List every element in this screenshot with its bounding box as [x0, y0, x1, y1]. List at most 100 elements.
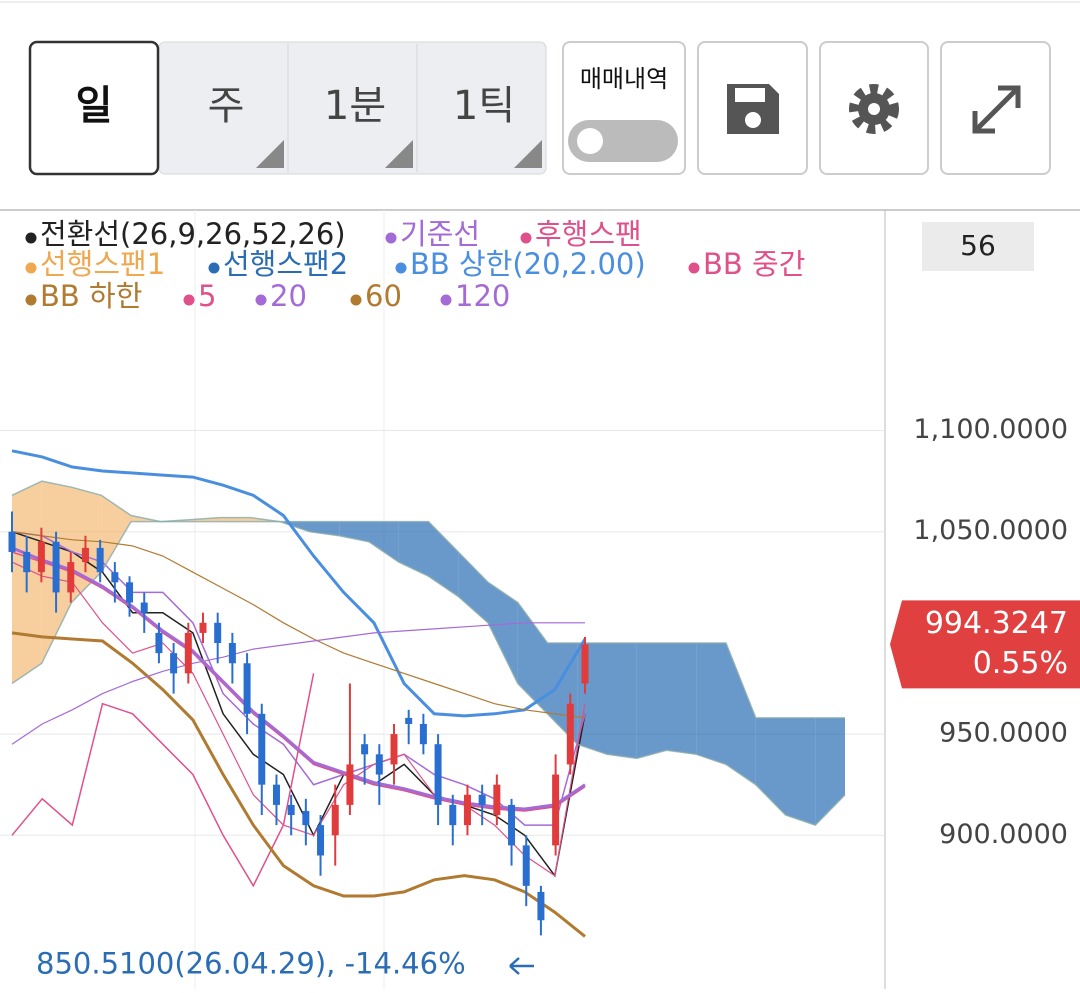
candle-body	[581, 644, 589, 684]
legend-dot	[385, 232, 397, 244]
candle-body	[67, 562, 75, 593]
trade-history-toggle[interactable]: 매매내역	[562, 41, 686, 175]
legend-label: 120	[455, 279, 510, 313]
legend-dot	[350, 294, 362, 306]
candle-body	[390, 734, 398, 765]
legend-dot	[688, 262, 700, 274]
change-label: 0.55%	[973, 646, 1068, 681]
candle-body	[361, 744, 369, 755]
cloud	[428, 521, 459, 597]
cloud	[666, 643, 697, 755]
indicator-line	[11, 546, 586, 811]
y-tick-label: 900.0000	[939, 819, 1068, 850]
candle-body	[126, 582, 134, 603]
legend-dot	[25, 294, 37, 306]
legend-label: BB 하한	[40, 279, 142, 313]
cloud	[220, 517, 250, 522]
cloud	[458, 551, 488, 623]
indicator-line	[11, 530, 586, 878]
cloud	[636, 643, 667, 759]
legend-dot	[208, 262, 220, 274]
candle-body	[522, 845, 530, 886]
candle-body	[552, 774, 560, 846]
legend-label: BB 중간	[703, 247, 805, 281]
candle-body	[493, 784, 501, 816]
period-button[interactable]	[28, 40, 160, 176]
settings-button[interactable]	[819, 41, 929, 175]
indicator-line	[11, 551, 586, 812]
period-label[interactable]: 일	[76, 83, 113, 129]
indicator-line	[11, 622, 585, 745]
legend-dot	[25, 262, 37, 274]
expand-icon	[972, 85, 1021, 134]
save-icon-part	[745, 112, 761, 128]
cloud	[755, 717, 786, 816]
candle-body	[214, 622, 222, 644]
indicator-line	[11, 530, 586, 826]
candle-body	[331, 804, 339, 836]
legend-label: 후행스팬	[535, 217, 642, 251]
candle-body	[375, 754, 383, 775]
gear-hole	[868, 103, 880, 115]
cloud	[607, 643, 637, 759]
legend-label: 60	[365, 279, 402, 313]
dropdown-corner	[385, 140, 413, 168]
legend-dot	[520, 232, 532, 244]
candle-body	[478, 794, 486, 805]
candle-body	[508, 804, 516, 846]
save-button[interactable]	[697, 41, 808, 175]
legend-dot	[183, 294, 195, 306]
candle-body	[8, 531, 16, 552]
cloud	[398, 521, 429, 577]
legend-dot	[395, 262, 407, 274]
min-arrow	[509, 957, 534, 975]
candle-body	[566, 703, 574, 765]
count-label: 56	[960, 229, 996, 262]
plot: 1,100.0000 1,050.0000 950.0000 900.0000 전환선(…	[0, 217, 1080, 980]
candle-body	[23, 551, 31, 573]
candle-body	[81, 547, 89, 563]
candle-body	[346, 764, 354, 805]
cloud	[696, 643, 726, 765]
indicator-line	[11, 673, 315, 888]
legend-dot	[440, 294, 452, 306]
candle-body	[243, 663, 251, 714]
cloud	[815, 717, 845, 826]
period-group: 일 주 1분 1틱	[28, 40, 547, 176]
y-tick-label: 950.0000	[939, 718, 1068, 749]
cloud	[517, 602, 548, 714]
cloud	[726, 643, 756, 785]
candle-body	[302, 810, 310, 826]
legend-label: 기준선	[400, 217, 480, 251]
candle-body	[258, 713, 266, 785]
expand-button[interactable]	[940, 41, 1051, 175]
candle-body	[111, 572, 119, 583]
period-label[interactable]: 1틱	[453, 83, 515, 129]
indicator-line	[11, 561, 586, 877]
gear-teeth	[849, 84, 899, 134]
count-box	[922, 222, 1034, 271]
candle-body	[140, 602, 148, 613]
y-tick-label: 1,050.0000	[913, 515, 1068, 546]
cloud	[369, 521, 399, 563]
candle-body	[52, 541, 60, 593]
toggle-knob[interactable]	[577, 128, 603, 154]
legend-dot	[25, 232, 37, 244]
toggle-label[interactable]: 매매내역	[580, 65, 668, 93]
candle-body	[405, 717, 413, 724]
candle-body	[199, 622, 207, 633]
candle-body	[463, 794, 471, 826]
price-marker	[890, 600, 1080, 689]
indicator-line	[11, 449, 587, 718]
legend-label: 5	[198, 279, 216, 313]
candle-body	[434, 744, 442, 805]
candle-body	[37, 541, 45, 573]
save-icon-part	[735, 88, 765, 102]
period-label[interactable]: 주	[208, 83, 245, 129]
period-label[interactable]: 1분	[324, 83, 386, 129]
candle-body	[170, 653, 178, 674]
y-tick-label: 1,100.0000	[913, 414, 1068, 445]
candle-body	[228, 643, 236, 664]
